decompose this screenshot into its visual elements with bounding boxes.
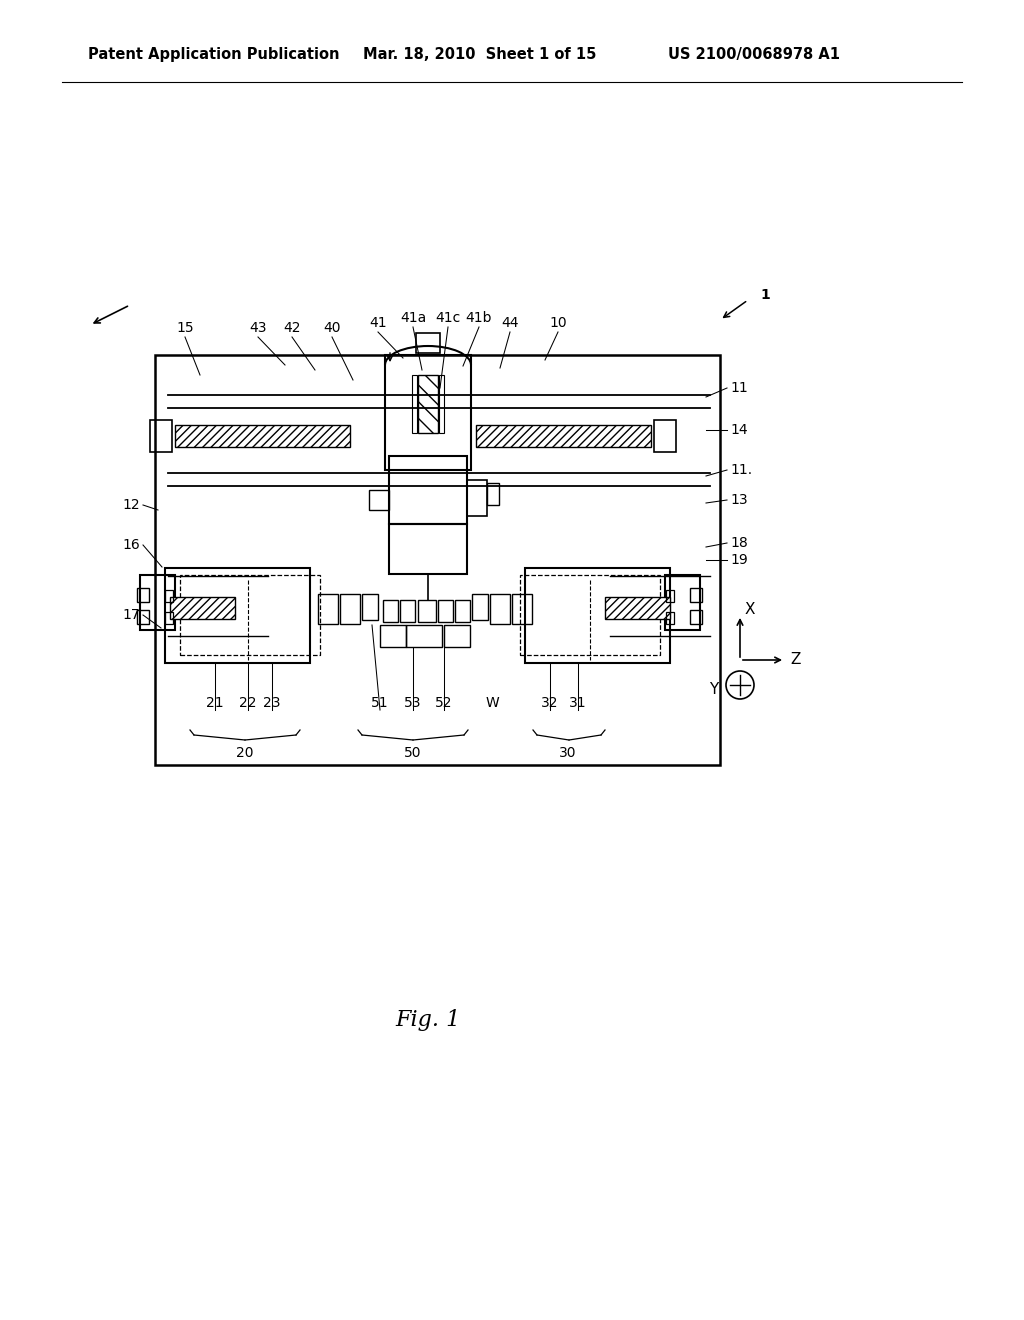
Text: 10: 10 xyxy=(549,315,567,330)
Bar xyxy=(605,597,670,619)
Bar xyxy=(416,333,440,352)
Bar xyxy=(383,601,398,622)
Text: 41: 41 xyxy=(370,315,387,330)
Text: 42: 42 xyxy=(284,321,301,335)
Bar xyxy=(512,594,532,624)
Text: 12: 12 xyxy=(123,498,140,512)
Text: 17: 17 xyxy=(123,609,140,622)
Bar xyxy=(438,601,453,622)
Bar xyxy=(412,375,417,433)
Text: 18: 18 xyxy=(730,536,748,550)
Text: 32: 32 xyxy=(542,696,559,710)
Text: 16: 16 xyxy=(122,539,140,552)
Bar xyxy=(165,590,173,602)
Text: 53: 53 xyxy=(404,696,422,710)
Bar xyxy=(444,624,470,647)
Bar xyxy=(385,355,471,470)
Bar xyxy=(180,576,319,655)
Text: 11: 11 xyxy=(730,381,748,395)
Bar xyxy=(476,425,651,447)
Text: Patent Application Publication: Patent Application Publication xyxy=(88,48,340,62)
Bar xyxy=(140,576,175,630)
Bar xyxy=(472,594,488,620)
Text: 1: 1 xyxy=(760,288,770,302)
Text: 50: 50 xyxy=(404,746,422,760)
Text: 31: 31 xyxy=(569,696,587,710)
Bar xyxy=(137,587,150,602)
Bar xyxy=(389,455,467,524)
Bar xyxy=(455,601,470,622)
Text: US 2100/0068978 A1: US 2100/0068978 A1 xyxy=(668,48,840,62)
Bar xyxy=(165,568,310,663)
Text: 41b: 41b xyxy=(466,312,493,325)
Text: 40: 40 xyxy=(324,321,341,335)
Bar xyxy=(520,576,660,655)
Bar xyxy=(137,610,150,624)
Text: X: X xyxy=(745,602,756,618)
Bar xyxy=(467,480,487,516)
Bar xyxy=(525,568,670,663)
Bar xyxy=(418,601,436,622)
Bar xyxy=(400,601,415,622)
Bar xyxy=(490,594,510,624)
Text: 23: 23 xyxy=(263,696,281,710)
Text: 14: 14 xyxy=(730,422,748,437)
Bar xyxy=(654,420,676,451)
Bar xyxy=(369,490,389,510)
Bar xyxy=(665,576,700,630)
Text: 21: 21 xyxy=(206,696,224,710)
Bar xyxy=(340,594,360,624)
Bar xyxy=(170,597,234,619)
Bar xyxy=(690,610,702,624)
Text: 30: 30 xyxy=(559,746,577,760)
Text: 52: 52 xyxy=(435,696,453,710)
Text: 43: 43 xyxy=(249,321,266,335)
Bar xyxy=(175,425,350,447)
Bar xyxy=(406,624,442,647)
Text: Mar. 18, 2010  Sheet 1 of 15: Mar. 18, 2010 Sheet 1 of 15 xyxy=(362,48,596,62)
Text: W: W xyxy=(485,696,499,710)
Text: 13: 13 xyxy=(730,492,748,507)
Bar xyxy=(150,420,172,451)
Text: 51: 51 xyxy=(371,696,389,710)
Bar xyxy=(666,612,674,624)
Text: 15: 15 xyxy=(176,321,194,335)
Bar xyxy=(165,612,173,624)
Bar xyxy=(389,524,467,574)
Text: 19: 19 xyxy=(730,553,748,568)
Bar xyxy=(666,590,674,602)
Bar xyxy=(380,624,406,647)
Text: 20: 20 xyxy=(237,746,254,760)
Text: 11.: 11. xyxy=(730,463,752,477)
Text: Y: Y xyxy=(709,682,718,697)
Bar xyxy=(418,375,438,433)
Bar xyxy=(155,355,720,766)
Bar xyxy=(487,483,499,506)
Text: Fig. 1: Fig. 1 xyxy=(395,1008,461,1031)
Bar xyxy=(318,594,338,624)
Text: 41a: 41a xyxy=(400,312,426,325)
Text: 44: 44 xyxy=(502,315,519,330)
Text: Z: Z xyxy=(790,652,801,668)
Bar xyxy=(362,594,378,620)
Bar xyxy=(690,587,702,602)
Text: 41c: 41c xyxy=(435,312,461,325)
Text: 22: 22 xyxy=(240,696,257,710)
Bar xyxy=(439,375,444,433)
